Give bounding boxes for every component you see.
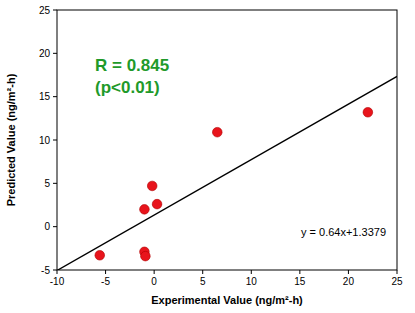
y-tick-label: 10	[39, 135, 51, 146]
y-tick	[53, 96, 57, 97]
plot-marks	[57, 76, 397, 270]
y-tick	[53, 10, 57, 11]
x-tick-label: 20	[343, 276, 355, 287]
x-tick-label: 10	[246, 276, 258, 287]
point	[212, 127, 222, 137]
point	[152, 199, 162, 209]
y-tick	[53, 140, 57, 141]
x-tick-label: -5	[101, 276, 110, 287]
x-tick	[202, 270, 203, 274]
y-tick	[53, 183, 57, 184]
y-tick	[53, 53, 57, 54]
x-tick	[299, 270, 300, 274]
x-tick	[105, 270, 106, 274]
plot-frame	[57, 10, 397, 270]
annotation: R = 0.845	[95, 56, 169, 75]
x-axis-label: Experimental Value (ng/m²-h)	[151, 294, 303, 306]
x-tick-label: 0	[151, 276, 157, 287]
point	[140, 205, 150, 215]
y-tick-label: 15	[39, 91, 51, 102]
y-tick	[53, 226, 57, 227]
x-tick-label: 5	[200, 276, 206, 287]
y-tick-label: 25	[39, 5, 51, 16]
x-tick	[57, 270, 58, 274]
trendline-label: y = 0.64x+1.3379	[301, 226, 386, 238]
x-tick	[397, 270, 398, 274]
point	[95, 250, 105, 260]
y-tick-label: 5	[44, 178, 50, 189]
x-tick-label: 25	[391, 276, 403, 287]
point	[363, 107, 373, 117]
y-axis-label: Predicted Value (ng/m²-h)	[5, 73, 17, 206]
chart: -10-50510152025-50510152025Experimental …	[0, 0, 415, 313]
annotation: (p<0.01)	[95, 78, 160, 97]
point	[147, 181, 157, 191]
x-tick-label: -10	[50, 276, 65, 287]
x-tick	[348, 270, 349, 274]
y-tick-label: 20	[39, 48, 51, 59]
x-tick	[251, 270, 252, 274]
x-tick	[154, 270, 155, 274]
y-tick-label: 0	[44, 221, 50, 232]
point	[141, 251, 151, 261]
y-tick-label: -5	[41, 265, 50, 276]
trendline	[57, 76, 397, 270]
x-tick-label: 15	[294, 276, 306, 287]
y-tick	[53, 270, 57, 271]
